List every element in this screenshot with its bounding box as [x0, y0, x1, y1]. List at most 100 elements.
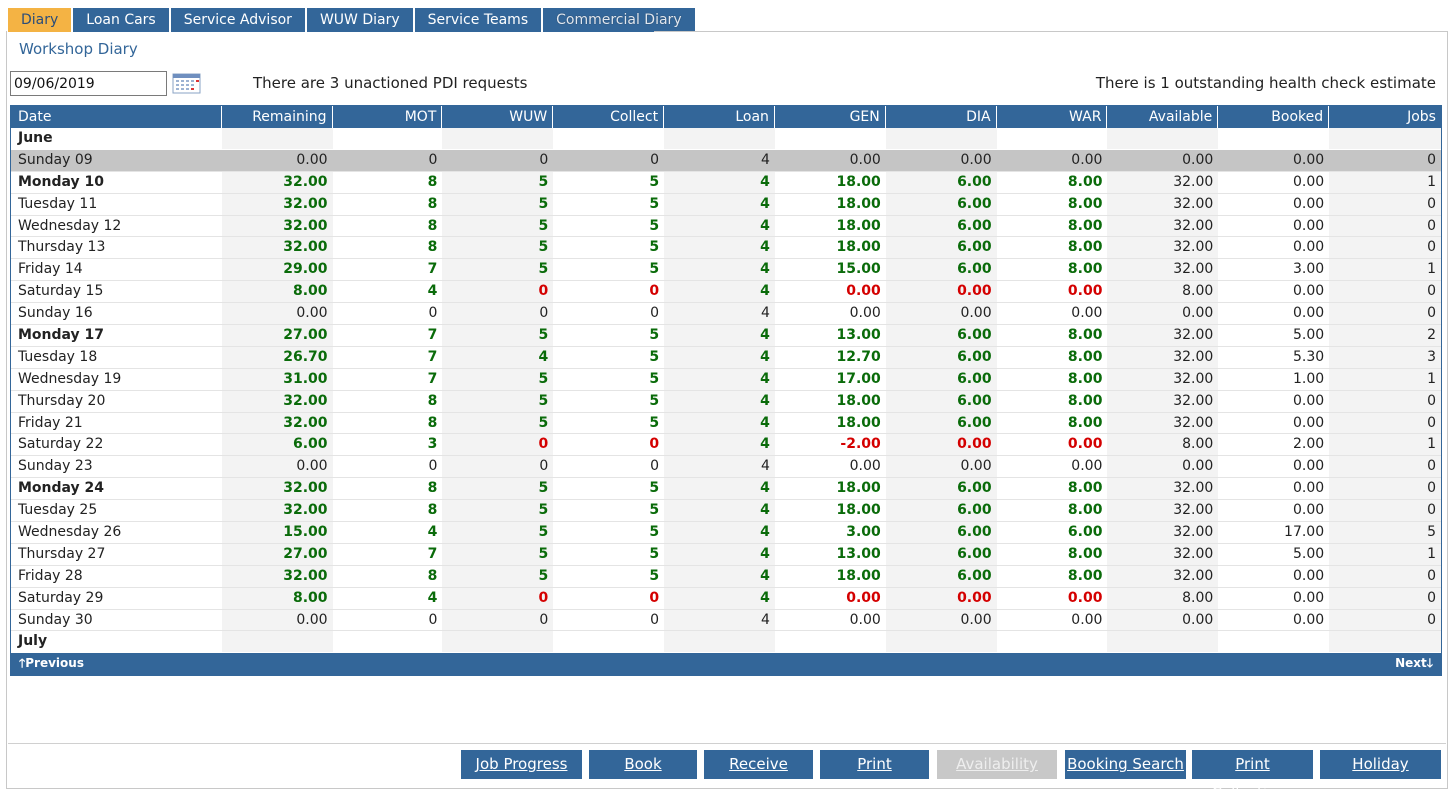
cell-remaining: 26.70 [221, 346, 333, 368]
day-row[interactable]: Thursday 13 32.00 8 5 5 4 18.00 6.00 8.00 32.00 0.… [11, 237, 1441, 260]
column-header-gen[interactable]: GEN [775, 106, 886, 128]
next-link[interactable]: Next🡓 [1395, 655, 1433, 670]
cell-gen: 18.00 [836, 217, 881, 234]
cell-available: 8.00 [1107, 587, 1219, 609]
day-row[interactable]: Tuesday 25 32.00 8 5 5 4 18.00 6.00 8.00 32.00 0.0… [11, 500, 1441, 523]
cell-jobs: 1 [1329, 259, 1441, 281]
cell-dia: 6.00 [885, 259, 997, 281]
day-row[interactable]: Wednesday 26 15.00 4 5 5 4 3.00 6.00 6.00 32.00 17… [11, 522, 1441, 544]
day-row[interactable]: Wednesday 12 32.00 8 5 5 4 18.00 6.00 8.00 32.00 0… [11, 215, 1441, 238]
cell-loan: 4 [664, 368, 775, 390]
cell-wuw: 5 [442, 478, 554, 500]
cell-booked: 0.00 [1292, 173, 1325, 190]
job-progress-button[interactable]: Job Progress [461, 750, 582, 779]
cell-wuw: 0 [539, 151, 549, 168]
cell-dia: 0.00 [885, 303, 997, 325]
button-bar-divider [8, 743, 1446, 744]
cell-wuw: 5 [442, 193, 554, 215]
tab-commercial-diary[interactable]: Commercial Diary [543, 8, 695, 32]
cell-remaining: 32.00 [221, 565, 333, 587]
column-header-collect[interactable]: Collect [553, 106, 665, 128]
date-field[interactable] [10, 71, 167, 96]
column-header-war[interactable]: WAR [997, 106, 1108, 128]
tab-service-advisor[interactable]: Service Advisor [170, 8, 305, 32]
day-row[interactable]: Friday 28 32.00 8 5 5 4 18.00 6.00 8.00 32.00 0.00… [11, 565, 1441, 588]
day-row[interactable]: Thursday 20 32.00 8 5 5 4 18.00 6.00 8.00 32.00 0.… [11, 390, 1441, 413]
column-header-jobs[interactable]: Jobs [1407, 109, 1436, 125]
day-row[interactable]: Thursday 27 27.00 7 5 5 4 13.00 6.00 8.00 32.00 5.… [11, 543, 1441, 566]
tab-loan-cars[interactable]: Loan Cars [73, 8, 169, 32]
empty-cell [1218, 128, 1329, 149]
cell-wuw: 5 [442, 522, 554, 543]
pdi-requests-message: There are 3 unactioned PDI requests [253, 74, 528, 92]
holiday-button[interactable]: Holiday [1320, 750, 1441, 779]
booking-search-button[interactable]: Booking Search [1065, 750, 1186, 779]
day-label: Friday 28 [18, 567, 83, 584]
cell-mot: 4 [427, 589, 438, 606]
calendar-icon[interactable] [172, 72, 202, 94]
cell-remaining: 32.00 [221, 171, 333, 193]
day-row[interactable]: Sunday 16 0.00 0 0 0 4 0.00 0.00 0.00 0.00 0.00 0 [11, 303, 1441, 326]
column-header-dia[interactable]: DIA [886, 106, 997, 128]
availability-button[interactable]: Availability [937, 750, 1057, 779]
day-label: Friday 14 [18, 261, 83, 278]
cell-available: 0.00 [1107, 303, 1219, 325]
column-header-loan[interactable]: Loan [664, 106, 775, 128]
cell-gen: 18.00 [836, 480, 881, 497]
day-row[interactable]: Tuesday 18 26.70 7 4 5 4 12.70 6.00 8.00 32.00 5.3… [11, 346, 1441, 369]
column-header-wuw[interactable]: WUW [442, 106, 554, 128]
day-row[interactable]: Monday 17 27.00 7 5 5 4 13.00 6.00 8.00 32.00 5.00… [11, 325, 1441, 347]
previous-link[interactable]: 🡑Previous [19, 655, 84, 670]
column-header-available[interactable]: Available [1107, 106, 1219, 128]
cell-wuw: 4 [442, 346, 554, 368]
day-row[interactable]: Saturday 15 8.00 4 0 0 4 0.00 0.00 0.00 8.00 0.00 0 [11, 281, 1441, 304]
tab-bar: Diary Loan Cars Service Advisor WUW Diar… [8, 8, 697, 32]
cell-loan: 4 [664, 390, 775, 412]
tab-diary[interactable]: Diary [8, 8, 72, 32]
cell-gen: 12.70 [836, 348, 881, 365]
cell-jobs: 0 [1427, 151, 1436, 168]
cell-jobs: 0 [1329, 215, 1441, 237]
cell-collect: 5 [649, 567, 660, 584]
book-button[interactable]: Book [589, 750, 697, 779]
day-label: Tuesday 11 [18, 195, 98, 212]
receive-button[interactable]: Receive [704, 750, 813, 779]
day-row[interactable]: Friday 14 29.00 7 5 5 4 15.00 6.00 8.00 32.00 3.00… [11, 259, 1441, 282]
cell-remaining: 15.00 [221, 522, 333, 543]
cell-war: 0.00 [1071, 151, 1103, 168]
cell-loan: 4 [664, 500, 775, 522]
cell-remaining: 32.00 [221, 390, 333, 412]
column-header-date[interactable]: Date [11, 106, 222, 128]
cell-mot: 8 [427, 567, 438, 584]
print-button[interactable]: Print [820, 750, 929, 779]
cell-jobs: 1 [1329, 171, 1441, 193]
day-row[interactable]: Monday 10 32.00 8 5 5 4 18.00 6.00 8.00 32.00 0.00… [11, 171, 1441, 194]
column-header-remaining[interactable]: Remaining [222, 106, 333, 128]
cell-available: 8.00 [1107, 281, 1219, 303]
cell-mot: 3 [427, 436, 438, 453]
empty-cell [775, 128, 886, 149]
empty-cell [885, 631, 997, 653]
day-label: Sunday 30 [18, 611, 93, 628]
day-row[interactable]: Saturday 22 6.00 3 0 0 4 -2.00 0.00 0.00 8.00 2.00… [11, 434, 1441, 457]
day-row[interactable]: Monday 24 32.00 8 5 5 4 18.00 6.00 8.00 32.00 0.00… [11, 478, 1441, 501]
column-header-mot[interactable]: MOT [333, 106, 443, 128]
cell-gen: 18.00 [836, 567, 881, 584]
tab-service-teams[interactable]: Service Teams [414, 8, 542, 32]
empty-cell [221, 128, 333, 149]
cell-available: 0.00 [1182, 151, 1214, 168]
day-row[interactable]: Sunday 23 0.00 0 0 0 4 0.00 0.00 0.00 0.00 0.00 0 [11, 456, 1441, 479]
day-row[interactable]: Sunday 30 0.00 0 0 0 4 0.00 0.00 0.00 0.00 0.00 0 [11, 609, 1441, 632]
day-row[interactable]: Friday 21 32.00 8 5 5 4 18.00 6.00 8.00 32.00 0.00… [11, 412, 1441, 435]
column-header-booked[interactable]: Booked [1218, 106, 1330, 128]
day-label: Friday 21 [18, 414, 83, 431]
day-row[interactable]: Wednesday 19 31.00 7 5 5 4 17.00 6.00 8.00 32.00 1… [11, 368, 1441, 391]
day-row[interactable]: Saturday 29 8.00 4 0 0 4 0.00 0.00 0.00 8.00 0.00 0 [11, 587, 1441, 610]
cell-jobs: 0 [1329, 412, 1441, 434]
cell-jobs: 0 [1329, 587, 1441, 609]
tab-wuw-diary[interactable]: WUW Diary [306, 8, 413, 32]
cell-wuw: 5 [442, 412, 554, 434]
print-collections-button[interactable]: Print Collections [1192, 750, 1313, 802]
day-row[interactable]: Tuesday 11 32.00 8 5 5 4 18.00 6.00 8.00 32.00 0.0… [11, 193, 1441, 216]
day-row[interactable]: Sunday 09 0.00 0 0 0 4 0.00 0.00 0.00 0.00 0.00 0 [11, 149, 1441, 172]
